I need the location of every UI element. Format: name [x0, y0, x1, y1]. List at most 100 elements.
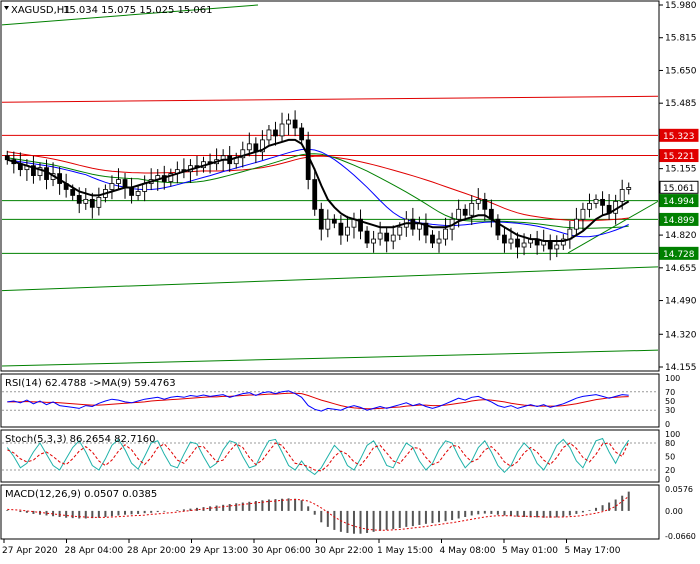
candle-body — [31, 165, 36, 176]
candle-body — [76, 195, 82, 204]
candle-body — [279, 123, 285, 137]
candle-body — [554, 244, 560, 250]
candle-body — [312, 179, 318, 210]
price-axis-label: 14.155 — [665, 363, 697, 373]
candle-body — [168, 173, 174, 182]
candle-body — [430, 234, 435, 244]
trend-line[interactable] — [1, 4, 259, 26]
candle-body — [122, 179, 128, 188]
rsi-axis-label: 100 — [665, 374, 680, 383]
candle-body — [266, 129, 272, 141]
candle-body — [593, 198, 599, 204]
price-tag — [659, 246, 699, 260]
time-axis-label: 5 May 17:00 — [565, 546, 621, 556]
macd-axis-label: -0.0660 — [665, 532, 696, 541]
candle-body — [338, 222, 344, 236]
candle-body — [508, 238, 514, 244]
candle-body — [390, 234, 396, 242]
candle-body — [318, 208, 324, 230]
main-price-panel[interactable] — [0, 0, 660, 372]
candle-body — [358, 218, 363, 232]
candle-body — [436, 238, 442, 244]
price-tag-label: 14.994 — [663, 197, 695, 207]
candle-body — [273, 129, 278, 137]
candle-body — [331, 218, 337, 224]
rsi-panel[interactable] — [0, 373, 660, 428]
candle-body — [573, 218, 579, 230]
stoch-axis-label: 20 — [665, 466, 675, 475]
candle-body — [469, 202, 475, 216]
candle-body — [371, 238, 377, 244]
price-axis-label: 14.320 — [665, 330, 697, 340]
stoch-header: Stoch(5,3,3) 86.2654 82.7160 — [5, 434, 156, 445]
candle-body — [246, 143, 252, 151]
candle-body — [109, 183, 115, 190]
price-axis-label: 14.490 — [665, 297, 697, 307]
rsi-header: RSI(14) 62.4788 ->MA(9) 59.4763 — [5, 378, 176, 389]
stoch-axis-label: 0 — [665, 475, 670, 484]
candle-body — [292, 119, 298, 129]
candle-body — [299, 127, 305, 141]
price-axis-label: 15.485 — [665, 99, 697, 109]
price-tag-label: 15.061 — [663, 184, 695, 194]
stoch-signal-line — [7, 441, 630, 472]
candle-body — [384, 232, 390, 242]
macd-header: MACD(12,26,9) 0.0507 0.0385 — [5, 489, 157, 500]
candle-body — [456, 208, 462, 220]
stoch-axis-label: 100 — [665, 430, 680, 439]
time-axis-label: 1 May 15:00 — [377, 546, 433, 556]
candle-body — [443, 228, 448, 240]
candle-body — [423, 222, 429, 236]
price-axis-label: 15.980 — [665, 1, 697, 11]
price-axis-label: 15.815 — [665, 34, 697, 44]
candle-body — [129, 187, 134, 196]
moving-average-line — [7, 151, 629, 222]
time-axis-label: 30 Apr 22:00 — [315, 546, 374, 556]
price-tag — [659, 194, 699, 208]
candle-body — [482, 198, 488, 210]
ohlc-readout: 15.034 15.075 15.025 15.061 — [63, 5, 213, 16]
moving-average-line — [7, 153, 629, 229]
price-tag — [659, 149, 699, 163]
candle-body — [345, 226, 350, 236]
macd-axis-label: 0.0576 — [665, 485, 693, 494]
candle-body — [626, 187, 632, 190]
stoch-axis-label: 80 — [665, 439, 675, 448]
candle-body — [560, 238, 566, 246]
price-axis-label: 14.820 — [665, 231, 697, 241]
trend-line[interactable] — [1, 95, 659, 103]
time-axis-label: 27 Apr 2020 — [2, 546, 58, 556]
symbol-menu-icon[interactable] — [4, 6, 9, 10]
price-tag-label: 15.323 — [663, 132, 695, 142]
price-tag-label: 14.899 — [663, 216, 695, 226]
moving-average-line — [7, 138, 630, 242]
stoch-main-line — [6, 437, 630, 476]
rsi-axis-label: 30 — [665, 406, 675, 415]
candle-body — [325, 218, 331, 230]
candle-body — [619, 189, 625, 202]
rsi-line — [7, 390, 629, 412]
candle-body — [397, 226, 403, 236]
symbol-label: XAGUSD,H1 — [11, 5, 71, 16]
candle-body — [70, 189, 76, 196]
time-axis-label: 30 Apr 06:00 — [252, 546, 311, 556]
time-axis-label: 28 Apr 04:00 — [65, 546, 124, 556]
macd-axis-label: 0.00 — [665, 507, 683, 516]
candle-body — [502, 234, 507, 244]
candle-body — [377, 232, 383, 240]
price-axis-label: 14.655 — [665, 264, 697, 274]
candle-body — [600, 198, 605, 206]
trend-line[interactable] — [1, 266, 659, 292]
candle-body — [515, 238, 520, 248]
stochastic-panel[interactable] — [0, 429, 660, 483]
rsi-axis-label: 70 — [665, 388, 675, 397]
price-tag-label: 15.221 — [663, 152, 695, 162]
candle-body — [475, 198, 481, 204]
candle-body — [587, 202, 592, 210]
trend-line[interactable] — [1, 349, 659, 367]
candle-body — [547, 240, 553, 250]
price-axis-label: 15.155 — [665, 165, 697, 175]
candle-body — [37, 167, 43, 176]
